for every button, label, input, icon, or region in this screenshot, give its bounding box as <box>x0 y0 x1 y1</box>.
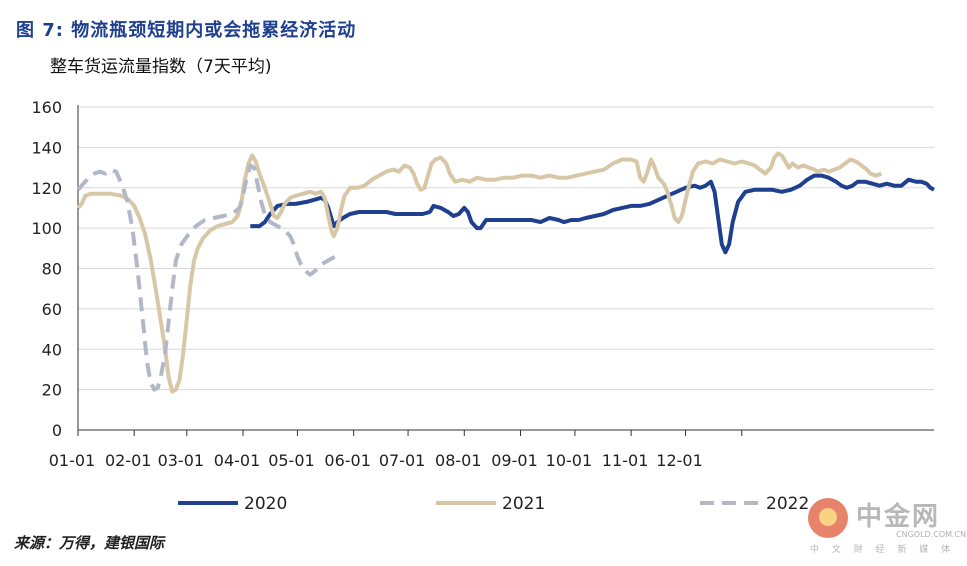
source-note: 来源：万得，建银国际 <box>14 534 165 552</box>
x-tick-label: 09-01 <box>491 451 538 470</box>
x-tick-label: 02-01 <box>105 451 152 470</box>
y-tick-label: 40 <box>42 340 62 359</box>
legend: 2020 2021 2022 <box>178 494 809 514</box>
series-line-2021 <box>76 151 883 394</box>
x-tick-label: 05-01 <box>268 451 315 470</box>
figure-title: 图 7: 物流瓶颈短期内或会拖累经济活动 <box>16 20 357 41</box>
y-tick-label: 140 <box>31 138 62 157</box>
watermark-name: 中金网 <box>856 502 941 532</box>
legend-label: 2020 <box>244 494 287 514</box>
watermark-logo-icon <box>808 498 848 538</box>
watermark-domain: CNGOLD.COM.CN <box>896 530 967 539</box>
y-tick-label: 20 <box>42 381 62 400</box>
series-line-2022 <box>76 163 337 392</box>
x-tick-label: 07-01 <box>379 451 426 470</box>
legend-label: 2021 <box>502 494 545 514</box>
x-tick-label: 01-01 <box>49 451 96 470</box>
gridlines <box>78 106 934 391</box>
watermark-tagline: 中 文 财 经 新 媒 体 <box>810 545 956 555</box>
x-tick-label: 11-01 <box>602 451 649 470</box>
y-tick-label: 100 <box>31 219 62 238</box>
y-axis: 0 20 40 60 80 100 120 140 160 <box>31 98 62 440</box>
chart-subtitle: 整车货运流量指数（7天平均) <box>50 57 272 77</box>
x-tick-label: 03-01 <box>158 451 205 470</box>
x-tick-label: 08-01 <box>435 451 482 470</box>
x-tick-label: 10-01 <box>546 451 593 470</box>
line-chart: 0 20 40 60 80 100 120 140 160 01-01 02-01 03-01 04-… <box>31 98 935 514</box>
x-tick-label: 12-01 <box>656 451 703 470</box>
y-tick-label: 160 <box>31 98 62 117</box>
y-tick-label: 120 <box>31 179 62 198</box>
series-lines <box>76 151 935 394</box>
watermark: 中金网 CNGOLD.COM.CN 中 文 财 经 新 媒 体 <box>808 496 966 556</box>
x-tick-label: 04-01 <box>214 451 261 470</box>
y-tick-label: 60 <box>42 300 62 319</box>
x-axis: 01-01 02-01 03-01 04-01 05-01 06-01 07-01 08-01… <box>49 105 934 470</box>
x-tick-label: 06-01 <box>324 451 371 470</box>
y-tick-label: 80 <box>42 260 62 279</box>
y-tick-label: 0 <box>52 421 62 440</box>
series-line-2020 <box>250 173 935 255</box>
legend-label: 2022 <box>766 494 809 514</box>
